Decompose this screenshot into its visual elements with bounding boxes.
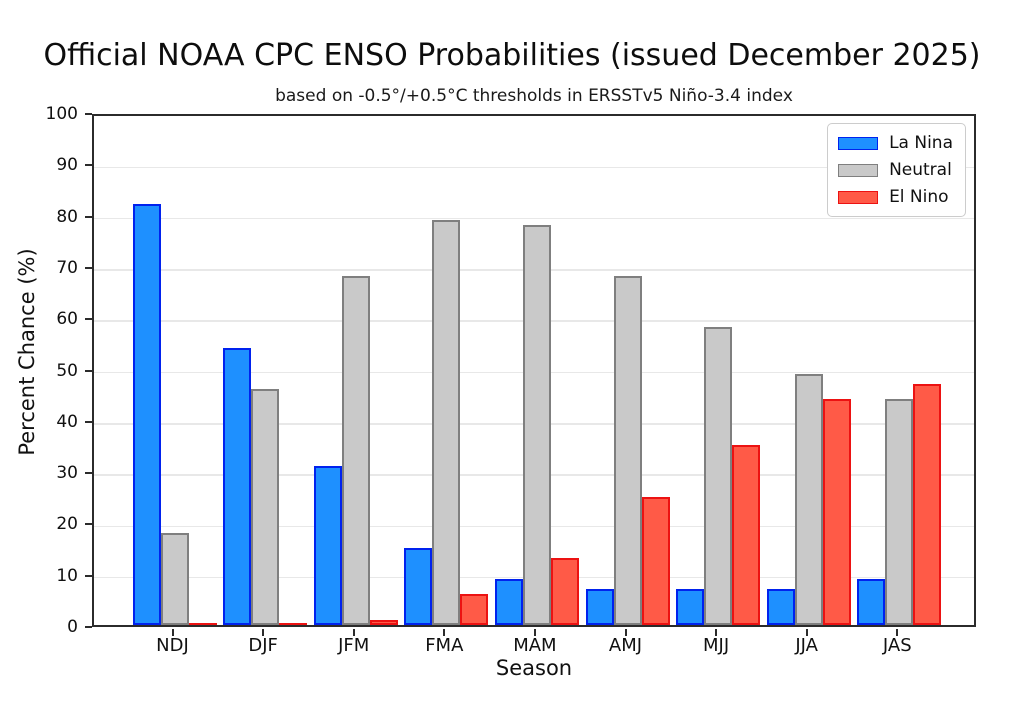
bar-la-nina-fma: [404, 548, 433, 625]
bar-neutral-djf: [251, 389, 280, 625]
x-tick-label-ndj: NDJ: [156, 635, 189, 656]
x-axis: NDJ DJF JFM FMA MAM AMJ MJJ JJA JAS: [92, 627, 976, 687]
y-tick-label-90: 90: [56, 155, 78, 176]
y-tick-mark-50: [85, 369, 92, 372]
bar-la-nina-mam: [494, 578, 523, 625]
chart-title: Official NOAA CPC ENSO Probabilities (is…: [43, 38, 981, 73]
y-tick-label-30: 30: [56, 463, 78, 484]
bar-el-nino-jja: [822, 399, 851, 625]
bar-la-nina-amj: [585, 589, 614, 625]
bar-neutral-jas: [885, 399, 914, 625]
bar-la-nina-jja: [766, 589, 795, 625]
gridline-80: [94, 217, 974, 220]
bar-el-nino-fma: [460, 594, 489, 625]
y-tick-mark-90: [85, 164, 92, 167]
bar-neutral-jja: [794, 373, 823, 625]
bar-el-nino-mjj: [732, 445, 761, 625]
legend-label-neutral: Neutral: [889, 160, 952, 180]
bar-neutral-mjj: [704, 327, 733, 625]
x-tick-label-fma: FMA: [425, 635, 464, 656]
y-tick-mark-70: [85, 266, 92, 269]
bar-la-nina-djf: [223, 347, 252, 625]
x-tick-label-jfm: JFM: [338, 635, 370, 656]
y-tick-mark-10: [85, 574, 92, 577]
y-tick-label-10: 10: [56, 565, 78, 586]
bar-la-nina-ndj: [132, 204, 161, 625]
x-tick-label-djf: DJF: [248, 635, 278, 656]
bar-la-nina-jas: [857, 578, 886, 625]
x-tick-mark-ndj: [171, 629, 174, 636]
y-tick-label-100: 100: [45, 104, 78, 124]
y-tick-label-40: 40: [56, 411, 78, 432]
bar-neutral-amj: [613, 276, 642, 625]
x-tick-mark-amj: [624, 629, 627, 636]
y-tick-label-80: 80: [56, 206, 78, 227]
y-tick-label-0: 0: [67, 617, 78, 637]
chart-subtitle: based on -0.5°/+0.5°C thresholds in ERSS…: [275, 86, 793, 106]
x-tick-label-mjj: MJJ: [703, 635, 730, 656]
bar-neutral-fma: [432, 219, 461, 625]
x-tick-mark-djf: [262, 629, 265, 636]
legend-item-neutral: Neutral: [838, 160, 953, 180]
legend-swatch-neutral: [838, 163, 879, 177]
bar-el-nino-jas: [913, 383, 942, 625]
bar-el-nino-jfm: [369, 619, 398, 625]
y-tick-mark-20: [85, 523, 92, 526]
x-tick-label-amj: AMJ: [608, 635, 643, 656]
bar-neutral-mam: [522, 224, 551, 625]
y-tick-label-60: 60: [56, 309, 78, 330]
bar-el-nino-ndj: [188, 623, 217, 625]
y-tick-mark-80: [85, 215, 92, 218]
y-tick-mark-40: [85, 420, 92, 423]
y-tick-label-50: 50: [56, 360, 78, 381]
bar-el-nino-djf: [279, 623, 308, 625]
legend-label-la-nina: La Nina: [889, 133, 953, 153]
x-tick-mark-jas: [896, 629, 899, 636]
bar-el-nino-amj: [641, 496, 670, 625]
y-tick-mark-30: [85, 472, 92, 475]
bar-la-nina-jfm: [313, 465, 342, 625]
bar-neutral-ndj: [160, 532, 189, 625]
y-tick-mark-100: [85, 113, 92, 115]
y-tick-mark-60: [85, 318, 92, 321]
x-tick-mark-jja: [805, 629, 808, 636]
legend-label-el-nino: El Nino: [889, 187, 949, 207]
bar-la-nina-mjj: [676, 589, 705, 625]
x-tick-mark-jfm: [352, 629, 355, 636]
y-tick-label-70: 70: [56, 257, 78, 278]
legend-swatch-el-nino: [838, 190, 879, 204]
y-tick-mark-0: [85, 626, 92, 628]
x-axis-label: Season: [495, 656, 573, 680]
legend: La Nina Neutral El Nino: [827, 123, 966, 217]
bar-el-nino-mam: [550, 558, 579, 625]
gridline-90: [94, 166, 974, 169]
x-tick-mark-mam: [533, 629, 536, 636]
x-tick-label-jas: JAS: [882, 635, 912, 656]
legend-item-el-nino: El Nino: [838, 187, 953, 207]
bar-neutral-jfm: [341, 276, 370, 625]
y-tick-label-20: 20: [56, 514, 78, 535]
x-tick-mark-fma: [443, 629, 446, 636]
x-tick-label-mam: MAM: [513, 635, 557, 656]
x-tick-mark-mjj: [715, 629, 718, 636]
x-tick-label-jja: JJA: [795, 635, 818, 656]
y-axis: 0 10 20 30 40 50 60 70 80 90 100: [0, 104, 92, 637]
plot-area: La Nina Neutral El Nino: [92, 114, 976, 627]
legend-item-la-nina: La Nina: [838, 133, 953, 153]
legend-swatch-la-nina: [838, 136, 879, 150]
